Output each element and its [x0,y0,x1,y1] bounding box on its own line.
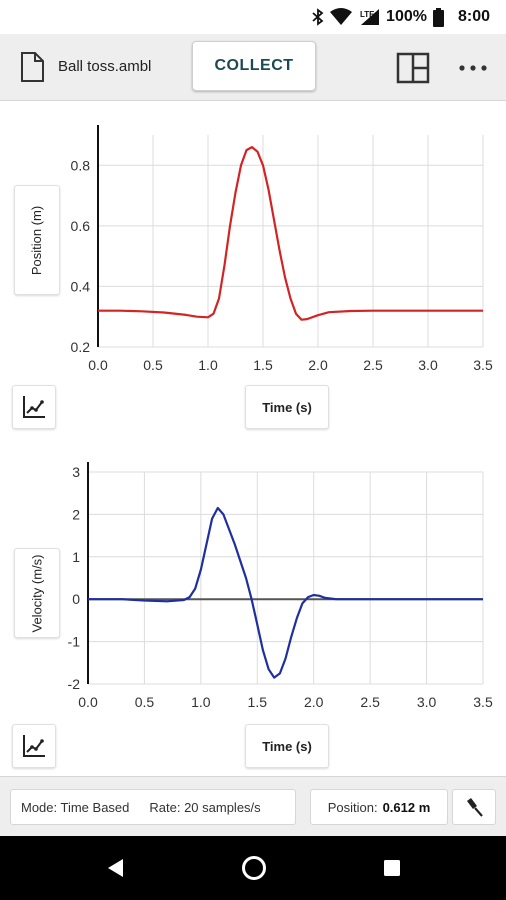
rate-text: Rate: 20 samples/s [149,799,261,815]
mode-rate-box[interactable]: Mode: Time Based Rate: 20 samples/s [10,789,296,825]
x-tick-label: 0.5 [135,694,155,710]
position-y-axis-label[interactable]: Position (m) [14,185,60,295]
data-series-line [98,145,483,321]
status-bar: LTE 100% 8:00 [0,0,506,34]
layout-icon[interactable] [396,52,430,84]
x-tick-label: 0.0 [88,357,108,373]
battery-percentage: 100% [386,8,427,25]
y-tick-label: 0 [72,591,80,607]
velocity-y-axis-label[interactable]: Velocity (m/s) [14,548,60,638]
bluetooth-icon [312,8,324,26]
graph-tools-icon[interactable] [12,385,56,429]
y-tick-label: 0.6 [71,218,91,234]
svg-text:LTE: LTE [360,10,375,19]
more-icon[interactable] [454,56,492,80]
y-tick-label: 2 [72,506,80,522]
app-bar: Ball toss.ambl COLLECT [0,34,506,101]
clock: 8:00 [457,8,490,25]
probe-icon[interactable] [452,789,496,825]
battery-icon [432,7,444,27]
back-icon[interactable] [104,856,128,880]
x-tick-label: 2.0 [308,357,328,373]
file-name[interactable]: Ball toss.ambl [58,58,152,75]
recents-icon[interactable] [382,858,402,878]
meter-strip: Mode: Time Based Rate: 20 samples/s Posi… [0,776,506,836]
x-tick-label: 2.5 [363,357,383,373]
x-tick-label: 0.0 [78,694,98,710]
velocity-x-axis-label[interactable]: Time (s) [245,724,329,768]
y-tick-label: 0.8 [71,157,91,173]
wifi-icon [330,8,353,26]
y-tick-label: -2 [68,676,81,692]
x-tick-label: 1.0 [198,357,218,373]
cell-signal-icon: LTE [358,8,380,26]
graph-tools-icon[interactable] [12,724,56,768]
file-icon[interactable] [18,51,46,83]
y-tick-label: 3 [72,464,80,480]
y-tick-label: 0.4 [71,278,91,294]
x-tick-label: 2.0 [304,694,324,710]
home-icon[interactable] [241,855,267,881]
x-tick-label: 3.0 [417,694,437,710]
velocity-graph[interactable]: 0.0 0.5 1.0 1.5 2.0 2.5 3.0 3.5 -2 -1 0 1 2 3 [0,448,506,713]
chart-0: 0.0 0.5 1.0 1.5 2.0 2.5 3.0 3.5 0.2 0.4 0.6 0.8 [71,125,493,373]
position-meter[interactable]: Position: 0.612 m [310,789,448,825]
position-graph-panel: 0.0 0.5 1.0 1.5 2.0 2.5 3.0 3.5 0.2 0.4 0.6 0.8 Pos… [0,101,506,431]
collect-button[interactable]: COLLECT [192,41,316,91]
x-tick-label: 3.5 [473,694,493,710]
y-tick-label: 1 [72,549,80,565]
navigation-bar [0,836,506,900]
chart-1: 0.0 0.5 1.0 1.5 2.0 2.5 3.0 3.5 -2 -1 0 1 2 3 [68,462,493,710]
data-series-line [88,506,483,679]
position-graph[interactable]: 0.0 0.5 1.0 1.5 2.0 2.5 3.0 3.5 0.2 0.4 0.6 0.8 [0,101,506,376]
x-tick-label: 3.0 [418,357,438,373]
x-tick-label: 0.5 [143,357,163,373]
y-tick-label: -1 [68,634,81,650]
position-x-axis-label[interactable]: Time (s) [245,385,329,429]
position-meter-label: Position: [327,799,378,815]
x-tick-label: 1.0 [191,694,211,710]
x-tick-label: 2.5 [360,694,380,710]
x-tick-label: 3.5 [473,357,493,373]
velocity-graph-panel: 0.0 0.5 1.0 1.5 2.0 2.5 3.0 3.5 -2 -1 0 1 2 3 Velocit… [0,448,506,776]
position-meter-value: 0.612 m [382,799,431,815]
y-tick-label: 0.2 [71,339,91,355]
mode-text: Mode: Time Based [21,799,130,815]
x-tick-label: 1.5 [248,694,268,710]
x-tick-label: 1.5 [253,357,273,373]
